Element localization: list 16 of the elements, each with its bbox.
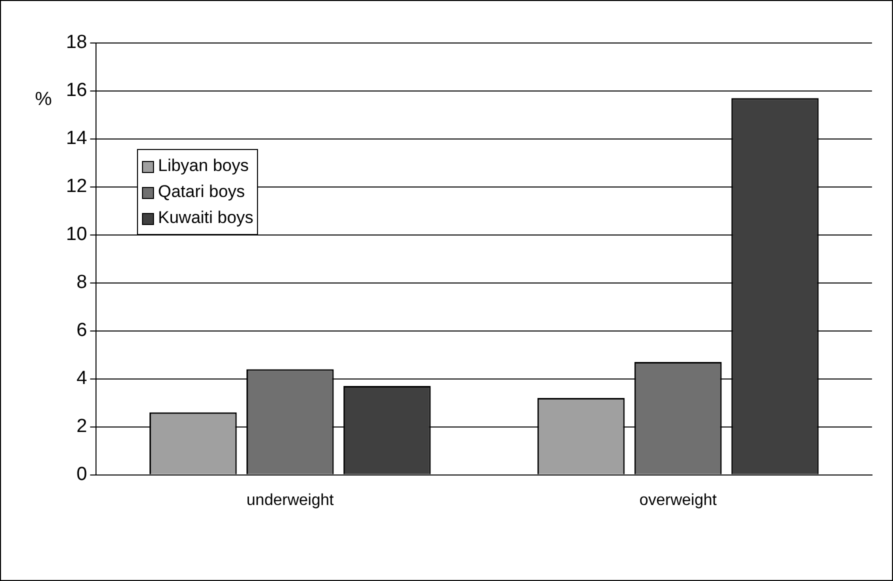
x-tick-label: overweight xyxy=(639,492,718,509)
y-tick-label: 0 xyxy=(76,464,88,486)
y-tick-label: 14 xyxy=(66,128,88,150)
y-tick-label: 6 xyxy=(76,320,88,342)
y-tick-label: 16 xyxy=(66,80,88,102)
legend-label: Qatari boys xyxy=(158,182,245,201)
y-tick-label: 12 xyxy=(66,176,88,198)
y-axis-title: % xyxy=(35,89,52,111)
y-tick-label: 4 xyxy=(76,368,88,390)
y-tick-label: 10 xyxy=(66,224,88,246)
y-tick-label: 18 xyxy=(66,32,88,54)
legend-label: Kuwaiti boys xyxy=(158,208,254,227)
y-tick-label: 8 xyxy=(76,272,88,294)
x-tick-label: underweight xyxy=(246,492,334,509)
legend-label: Libyan boys xyxy=(158,156,249,175)
y-tick-label: 2 xyxy=(76,416,88,438)
